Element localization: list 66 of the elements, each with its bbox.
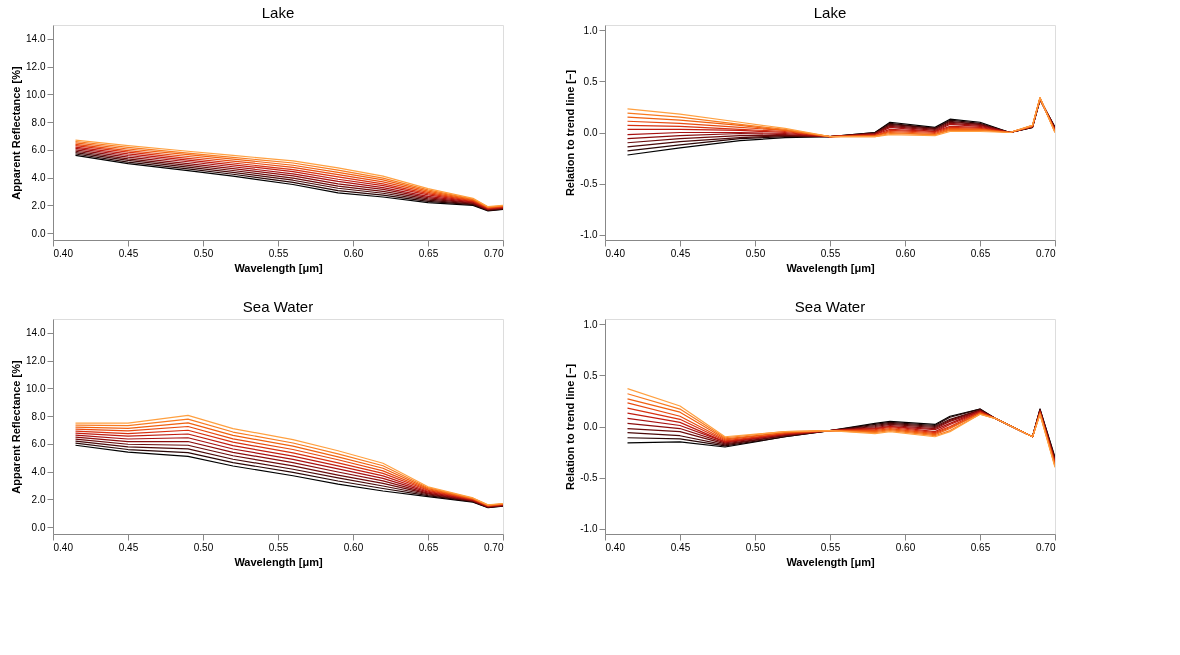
y-tick-label: 10.0 (26, 88, 46, 100)
y-tick-label: 0.5 (583, 369, 598, 381)
x-tick-label: 0.70 (1036, 541, 1056, 553)
y-tick-label: 10.0 (26, 382, 46, 394)
y-tick-label: 1.0 (583, 318, 598, 330)
y-tick-label: 14.0 (26, 33, 46, 45)
x-axis-title: Wavelength [μm] (234, 555, 323, 568)
y-tick-label: 0.0 (31, 227, 46, 239)
y-tick-label: 12.0 (26, 355, 46, 367)
y-tick-label: -0.5 (580, 472, 598, 484)
x-axis-title: Wavelength [μm] (234, 261, 323, 274)
x-tick-label: 0.65 (418, 541, 439, 553)
y-tick-label: 1.0 (583, 24, 598, 36)
chart-title: Lake (813, 4, 847, 21)
y-tick-label: -1.0 (580, 229, 598, 241)
chart-title: Sea Water (794, 298, 866, 315)
x-axis-title: Wavelength [μm] (786, 555, 875, 568)
y-tick-label: 0.0 (583, 421, 598, 432)
x-tick-label: 0.65 (970, 541, 991, 553)
y-tick-label: 14.0 (26, 327, 46, 339)
x-tick-label: 0.60 (343, 541, 364, 553)
x-tick-label: 0.40 (605, 247, 626, 259)
x-tick-label: 0.50 (193, 541, 214, 553)
x-tick-label: 0.55 (268, 247, 289, 259)
x-tick-label: 0.60 (343, 247, 364, 259)
x-tick-label: 0.70 (484, 247, 504, 259)
y-tick-label: 0.0 (583, 127, 598, 138)
x-tick-label: 0.55 (820, 541, 841, 553)
x-tick-label: 0.40 (605, 541, 626, 553)
y-tick-label: -1.0 (580, 523, 598, 535)
x-tick-label: 0.50 (745, 541, 766, 553)
y-tick-label: 6.0 (31, 438, 46, 450)
y-axis-title: Apparent Reflectance [%] (10, 66, 23, 200)
y-axis-title: Apparent Reflectance [%] (10, 360, 23, 494)
chart-title: Sea Water (242, 298, 314, 315)
x-tick-label: 0.45 (670, 541, 691, 553)
x-tick-label: 0.50 (745, 247, 766, 259)
x-axis-title: Wavelength [μm] (786, 261, 875, 274)
x-tick-label: 0.60 (895, 541, 916, 553)
y-tick-label: 8.0 (31, 116, 46, 128)
chart-title: Lake (261, 4, 295, 21)
x-tick-label: 0.55 (268, 541, 289, 553)
y-tick-label: -0.5 (580, 178, 598, 190)
y-axis-title: Relation to trend line [−] (564, 363, 577, 491)
y-tick-label: 4.0 (31, 466, 46, 478)
x-tick-label: 0.45 (118, 541, 139, 553)
x-tick-label: 0.50 (193, 247, 214, 259)
y-axis-title: Relation to trend line [−] (564, 69, 577, 197)
x-tick-label: 0.65 (418, 247, 439, 259)
x-tick-label: 0.45 (670, 247, 691, 259)
x-tick-label: 0.40 (53, 247, 74, 259)
y-tick-label: 4.0 (31, 172, 46, 184)
x-tick-label: 0.70 (1036, 247, 1056, 259)
x-tick-label: 0.55 (820, 247, 841, 259)
x-tick-label: 0.60 (895, 247, 916, 259)
y-tick-label: 2.0 (31, 493, 46, 505)
y-tick-label: 0.5 (583, 75, 598, 87)
x-tick-label: 0.70 (484, 541, 504, 553)
y-tick-label: 2.0 (31, 199, 46, 211)
y-tick-label: 12.0 (26, 61, 46, 73)
y-tick-label: 6.0 (31, 144, 46, 156)
x-tick-label: 0.40 (53, 541, 74, 553)
y-tick-label: 8.0 (31, 410, 46, 422)
y-tick-label: 0.0 (31, 521, 46, 533)
x-tick-label: 0.45 (118, 247, 139, 259)
x-tick-label: 0.65 (970, 247, 991, 259)
